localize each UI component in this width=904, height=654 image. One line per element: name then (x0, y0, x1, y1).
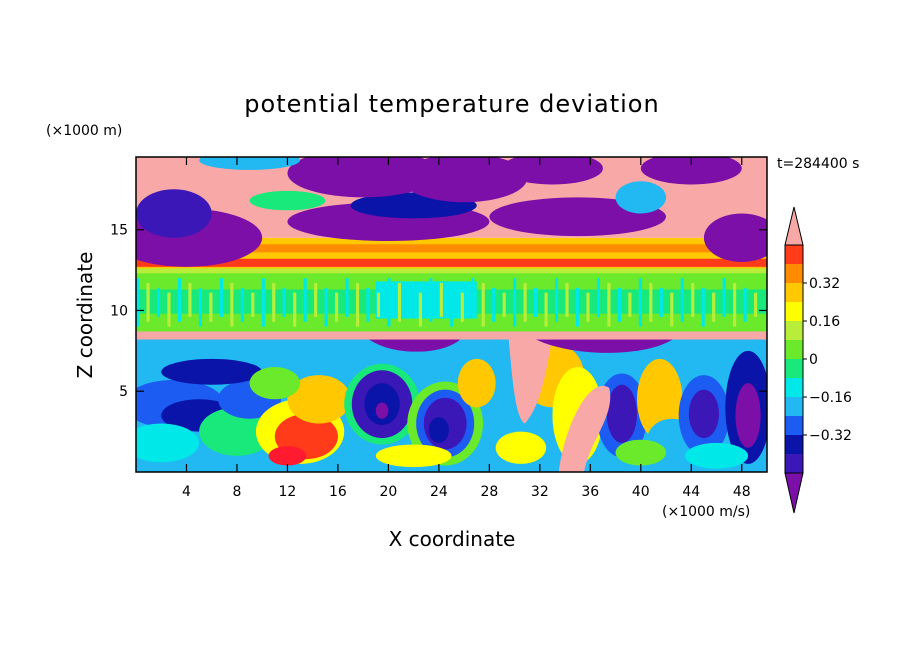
x-axis-label: X coordinate (389, 527, 516, 551)
x-unit-label: (×1000 m/s) (662, 504, 750, 520)
colorbar-segment (785, 397, 803, 416)
colorbar-tick-label: −0.32 (809, 428, 852, 444)
colorbar-segment (785, 302, 803, 321)
x-tick-label: 20 (379, 484, 397, 500)
colorbar-extend-bottom (784, 472, 804, 514)
tongue-warm (558, 385, 611, 472)
x-tick-label: 28 (480, 484, 498, 500)
x-tick-label: 24 (430, 484, 448, 500)
colorbar: 0.32 0.16 0 −0.16 −0.32 (784, 206, 852, 514)
x-tick-label: 8 (232, 484, 241, 500)
x-tick-label: 16 (329, 484, 347, 500)
colorbar-segment (785, 264, 803, 283)
colorbar-segment (785, 435, 803, 454)
plot-area (136, 157, 767, 472)
y-unit-label: (×1000 m) (46, 123, 122, 139)
colorbar-segment (785, 340, 803, 359)
x-tick-label: 12 (279, 484, 297, 500)
y-tick-label: 10 (110, 303, 128, 319)
x-tick-label: 40 (632, 484, 650, 500)
colorbar-extend-top (784, 206, 804, 246)
colorbar-segment (785, 245, 803, 264)
colorbar-tick-label: 0.32 (809, 276, 840, 292)
colorbar-segment (785, 378, 803, 397)
colorbar-tick-label: 0 (809, 352, 818, 368)
x-tick-label: 48 (733, 484, 751, 500)
plot-frame (135, 156, 768, 473)
colorbar-tick-label: −0.16 (809, 390, 852, 406)
colorbar-tick-label: 0.16 (809, 314, 840, 330)
y-axis: 5 10 15 (110, 223, 767, 400)
colorbar-segment (785, 416, 803, 435)
time-label: t=284400 s (777, 156, 859, 172)
x-tick-label: 44 (682, 484, 700, 500)
x-tick-label: 4 (182, 484, 191, 500)
y-tick-label: 5 (119, 384, 128, 400)
chart-title: potential temperature deviation (244, 90, 659, 118)
colorbar-segment (785, 359, 803, 378)
plume-warm (508, 334, 553, 424)
colorbar-segment (785, 454, 803, 473)
contour-field (136, 157, 767, 472)
x-axis: 4 8 12 16 20 24 28 32 36 40 44 48 (182, 157, 751, 500)
x-tick-label: 32 (531, 484, 549, 500)
y-axis-label: Z coordinate (73, 252, 97, 379)
x-tick-label: 36 (581, 484, 599, 500)
y-tick-label: 15 (110, 223, 128, 239)
colorbar-segment (785, 283, 803, 302)
colorbar-segment (785, 321, 803, 340)
